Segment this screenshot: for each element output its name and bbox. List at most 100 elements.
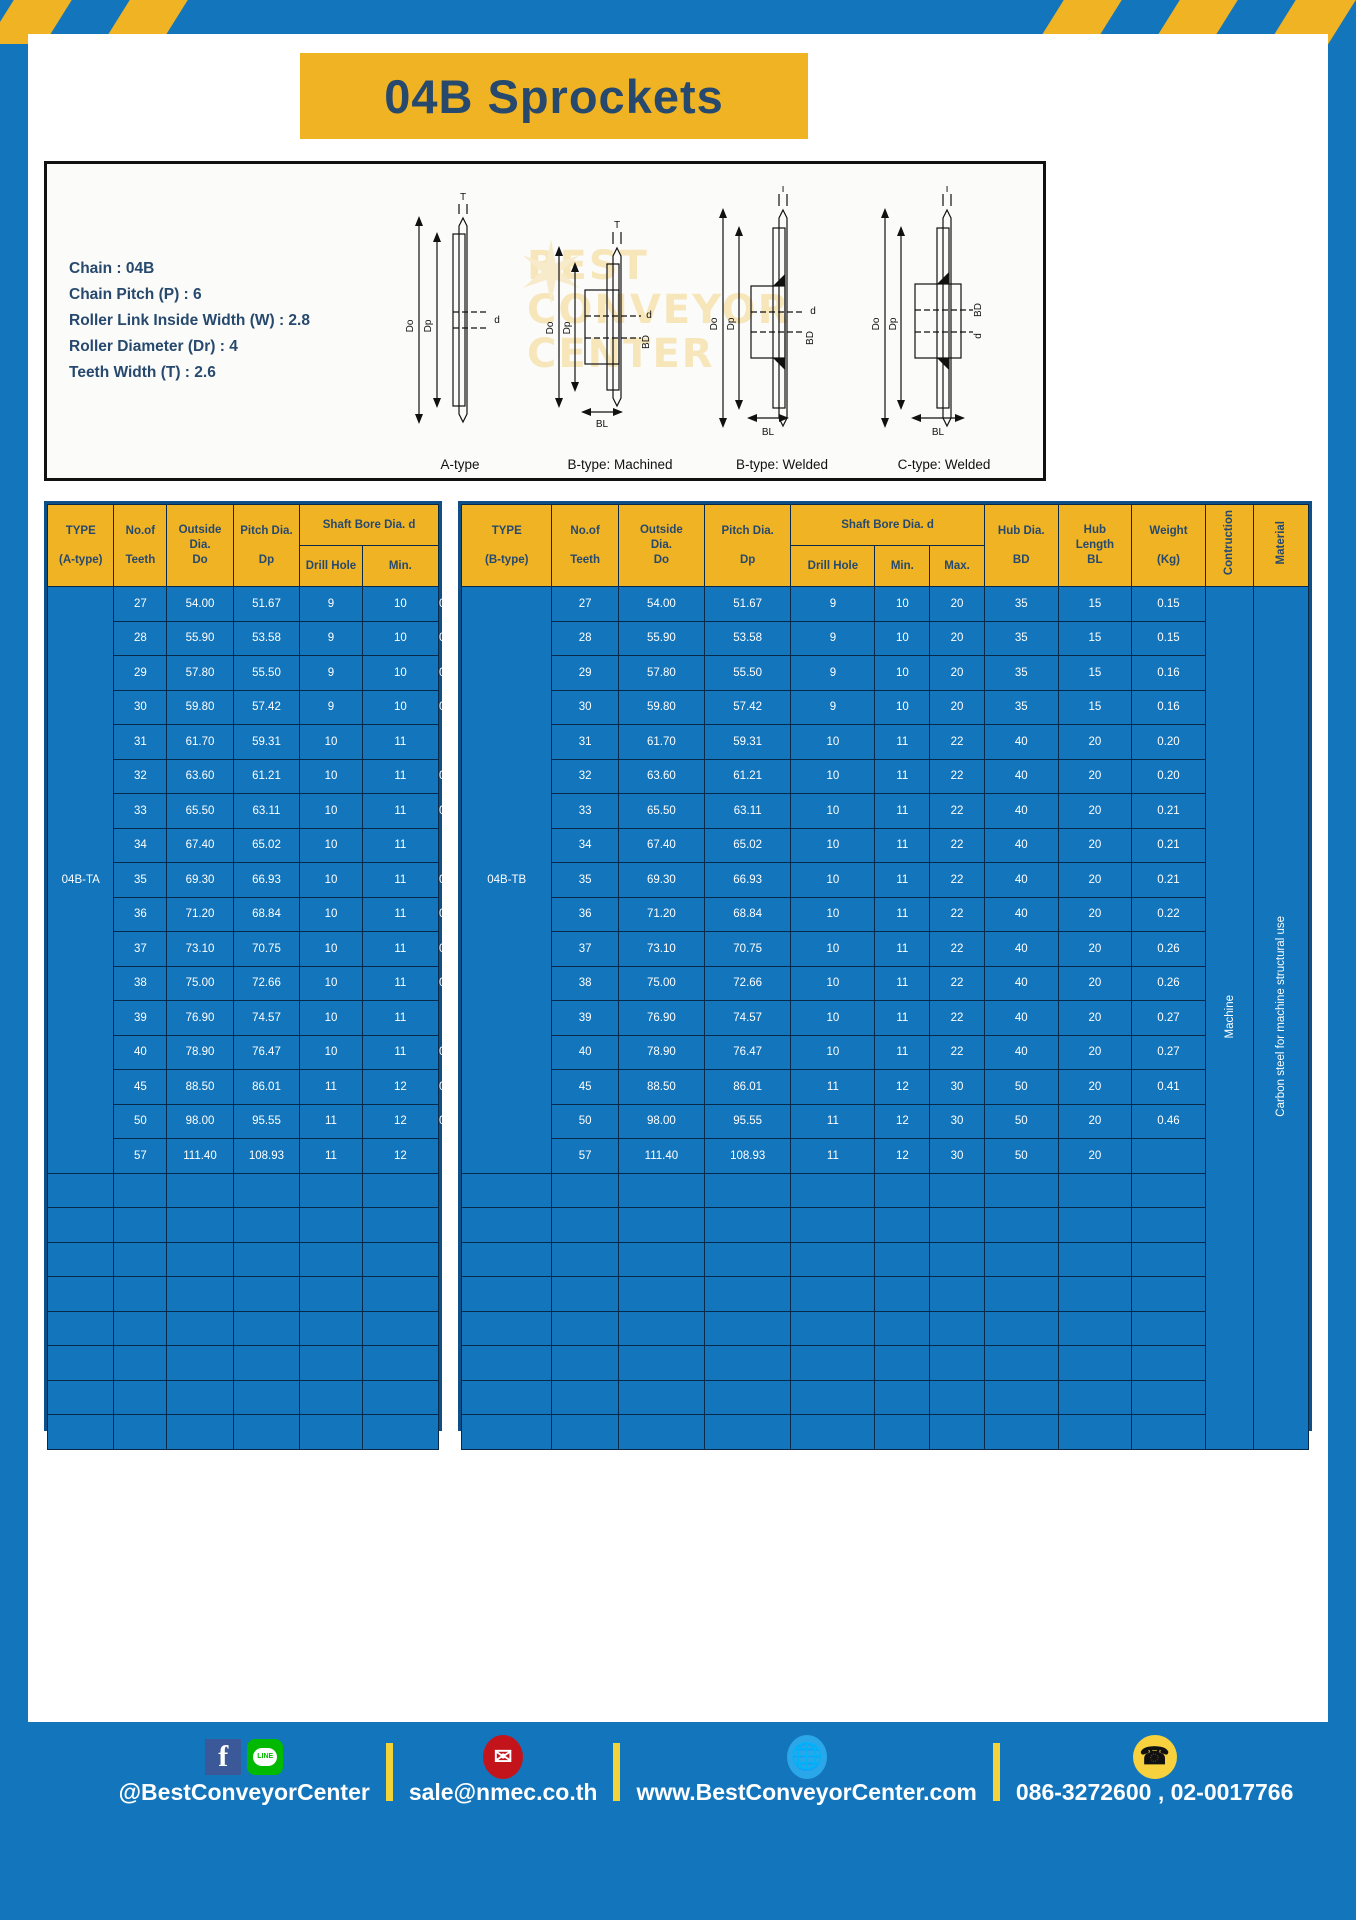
th-b-bore-group: Shaft Bore Dia. d [790,504,985,546]
cell-blank [299,1345,363,1381]
cell-blank [299,1379,363,1416]
cell-max: 22 [929,896,985,933]
cell-blank [46,1379,115,1416]
table-row-blank [46,1345,439,1381]
cell-dp: 61.21 [232,758,301,795]
cell-do: 88.50 [617,1069,706,1105]
cell-blank [983,1207,1059,1243]
cell-min: 11 [874,862,931,898]
cell-blank [617,1172,706,1209]
cell-max: 22 [929,793,985,829]
cell-blank [983,1241,1059,1278]
mail-icon[interactable]: ✉ [483,1734,524,1779]
table-row-blank [46,1379,439,1416]
footer-phone-text[interactable]: 086-3272600 , 02-0017766 [1015,1778,1294,1805]
cell-weight: 0.41 [1131,1069,1206,1105]
cell-blank [46,1241,115,1278]
globe-icon[interactable]: 🌐 [786,1734,827,1779]
cell-blank [113,1207,168,1243]
footer-divider-2 [613,1742,621,1801]
cell-teeth: 45 [113,1069,168,1105]
th-b-bore-max: Max. [929,545,985,587]
th-b-teeth: No.of Teeth [551,504,619,587]
table-row-blank [460,1241,1309,1278]
cell-dp: 66.93 [704,862,792,898]
footer-facebook-handle[interactable]: @BestConveyorCenter [118,1778,370,1805]
svg-text:T: T [460,192,466,203]
diagram-c-welded: Do Dp T BD d BL C-type: Welded [869,184,1019,478]
cell-drill: 10 [299,896,363,933]
cell-blank [166,1414,234,1450]
th-a-bore-min: Min. [361,545,439,587]
svg-text:BD: BD [805,331,816,345]
table-row: 45 88.50 86.01 11 12 30 50 20 0.41 [462,1069,1309,1105]
cell-min: 10 [874,655,931,691]
diagram-b-machined: Do Dp T d BD BL B-type: Machined [545,186,695,478]
cell-blank [460,1207,553,1243]
cell-blank [551,1345,619,1381]
cell-teeth: 40 [113,1034,168,1071]
cell-do: 61.70 [617,724,706,760]
cell-dp: 53.58 [704,620,792,657]
cell-blank [460,1345,553,1381]
footer-social[interactable]: f LINE @BestConveyorCenter [119,1738,370,1806]
cell-blank [617,1207,706,1243]
phone-icon[interactable]: ☎ [1132,1734,1177,1779]
table-row: 32 63.60 61.21 10 11 22 40 20 0.20 [462,758,1309,795]
footer-phone[interactable]: ☎ 086-3272600 , 02-0017766 [1015,1734,1294,1806]
cell-min: 11 [874,827,931,864]
footer-website[interactable]: 🌐 www.BestConveyorCenter.com [636,1734,977,1806]
cell-do: 98.00 [617,1103,706,1140]
cell-blank [232,1310,301,1347]
table-b-type-frame: TYPE (B-type) No.of Teeth Outside Dia. D… [458,501,1312,1450]
table-b-type: TYPE (B-type) No.of Teeth Outside Dia. D… [460,504,1309,1450]
cell-min: 11 [361,1034,439,1071]
cell-blank [617,1379,706,1416]
cell-drill: 10 [790,1034,876,1071]
cell-drill: 11 [790,1138,876,1174]
cell-weight: 0.20 [1131,724,1206,760]
cell-blank [113,1414,168,1450]
cell-dp: 51.67 [232,586,301,622]
cell-min: 12 [874,1069,931,1105]
facebook-icon[interactable]: f [205,1738,242,1775]
cell-bd: 40 [983,793,1059,829]
cell-blank [874,1207,931,1243]
cell-drill: 10 [790,931,876,967]
cell-material-value: Carbon steel for machine structural use [1253,586,1309,1450]
cell-do: 59.80 [617,689,706,726]
footer-email[interactable]: ✉ sale@nmec.co.th [408,1734,598,1806]
footer-website-text[interactable]: www.BestConveyorCenter.com [636,1778,977,1805]
cell-bd: 50 [983,1069,1059,1105]
th-b-construction: Contruction [1204,504,1255,587]
cell-teeth: 30 [551,689,619,726]
cell-bd: 40 [983,896,1059,933]
cell-blank [704,1207,792,1243]
cell-min: 10 [361,620,439,657]
cell-blank [361,1276,439,1312]
cell-do: 88.50 [166,1069,234,1105]
footer-divider-3 [992,1742,1000,1801]
svg-text:Dp: Dp [888,317,899,330]
line-icon[interactable]: LINE [247,1738,284,1775]
th-b-hub-length: Hub Length BL [1057,504,1133,587]
cell-blank [929,1241,985,1278]
cell-blank [1057,1310,1133,1347]
cell-blank [46,1276,115,1312]
cell-bd: 35 [983,620,1059,657]
cell-dp: 70.75 [704,931,792,967]
cell-blank [790,1345,876,1381]
cell-blank [983,1345,1059,1381]
table-row-blank [460,1310,1309,1347]
cell-bd: 40 [983,724,1059,760]
cell-dp: 55.50 [232,655,301,691]
cell-blank [166,1276,234,1312]
table-row-blank [460,1276,1309,1312]
table-row: 28 55.90 53.58 9 10 20 35 15 0.15 [462,620,1309,657]
cell-bd: 35 [983,689,1059,726]
cell-do: 69.30 [617,862,706,898]
footer-email-text[interactable]: sale@nmec.co.th [408,1778,598,1805]
cell-bd: 50 [983,1103,1059,1140]
cell-weight: 0.21 [1131,793,1206,829]
cell-bd: 40 [983,1000,1059,1036]
